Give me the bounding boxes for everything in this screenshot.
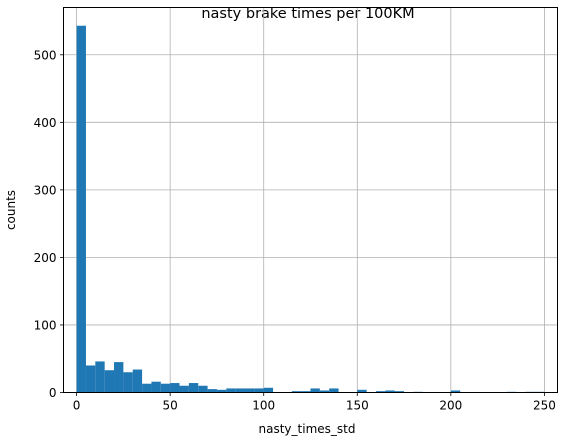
chart-title: nasty brake times per 100KM <box>201 6 414 22</box>
histogram-bar <box>114 362 124 393</box>
x-axis-ticks: 0 50 100 150 200 250 <box>73 392 556 413</box>
histogram-bar <box>104 370 115 393</box>
y-tick-label: 100 <box>34 318 57 332</box>
histogram-bar <box>151 381 161 393</box>
plot-area-frame <box>63 7 558 393</box>
x-tick-label: 150 <box>346 399 369 413</box>
histogram-bars <box>76 25 545 393</box>
histogram-bar <box>179 385 189 393</box>
histogram-bar <box>95 361 105 393</box>
x-tick-label: 50 <box>163 399 178 413</box>
histogram-bar <box>160 383 171 393</box>
x-tick-label: 200 <box>439 399 462 413</box>
histogram-bar <box>123 372 133 393</box>
y-tick-label: 0 <box>49 386 57 400</box>
histogram-bar <box>188 383 199 393</box>
histogram-bar <box>263 387 274 393</box>
histogram-bar <box>170 383 180 393</box>
histogram-bar <box>319 390 330 393</box>
histogram-bar <box>235 388 246 393</box>
histogram-bar <box>198 385 208 393</box>
y-axis-ticks: 0 100 200 300 400 500 <box>34 48 64 400</box>
y-tick-label: 500 <box>34 48 57 62</box>
histogram-bar <box>142 383 152 393</box>
histogram-bar <box>207 389 217 393</box>
y-tick-label: 300 <box>34 183 57 197</box>
x-tick-label: 0 <box>73 399 81 413</box>
histogram-bar <box>76 25 86 393</box>
gridlines <box>63 7 558 393</box>
histogram-bar <box>301 391 311 393</box>
histogram-bar <box>216 389 227 393</box>
histogram-bar <box>254 388 264 393</box>
x-axis-label: nasty_times_std <box>259 422 356 436</box>
histogram-bar <box>132 369 143 393</box>
histogram-bar <box>310 388 320 393</box>
histogram-bar <box>450 390 461 393</box>
y-tick-label: 200 <box>34 251 57 265</box>
x-tick-label: 100 <box>252 399 275 413</box>
histogram-bar <box>357 389 367 393</box>
histogram-bar <box>226 388 236 393</box>
y-axis-label: counts <box>4 190 18 230</box>
x-tick-label: 250 <box>533 399 556 413</box>
histogram-bar <box>291 391 302 393</box>
y-tick-label: 400 <box>34 116 57 130</box>
histogram-bar <box>385 390 395 393</box>
histogram-bar <box>245 388 255 393</box>
histogram-bar <box>394 391 405 393</box>
histogram-bar <box>375 391 386 393</box>
histogram-bar <box>329 388 339 393</box>
histogram-bar <box>85 365 96 393</box>
